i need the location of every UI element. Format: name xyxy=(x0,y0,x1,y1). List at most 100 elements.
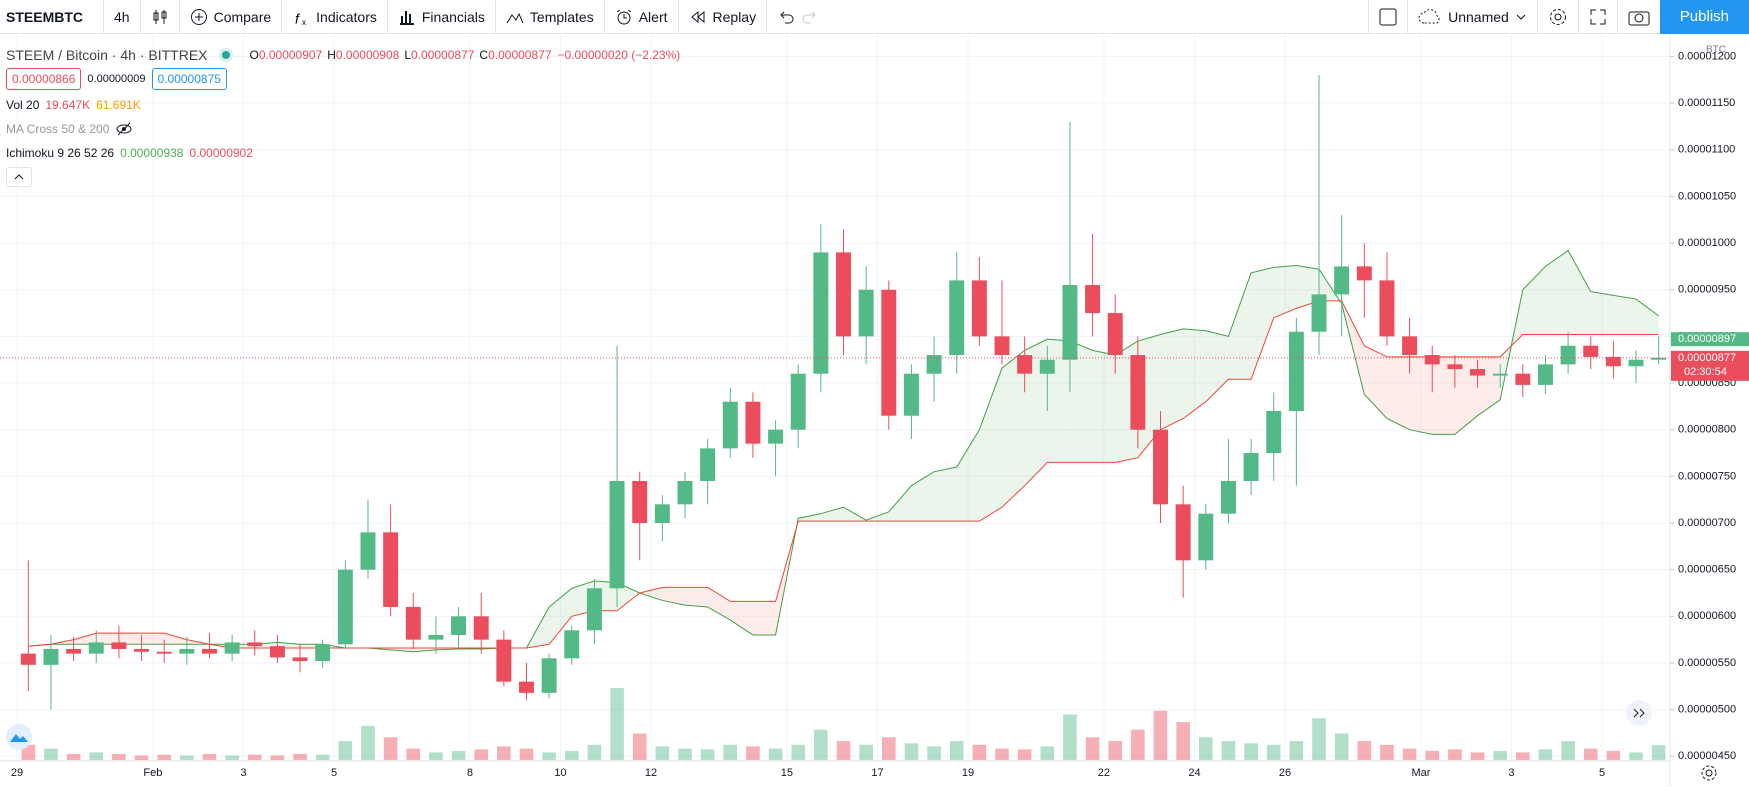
symbol[interactable]: STEEMBTC xyxy=(0,0,104,34)
price-marker xyxy=(1671,332,1749,347)
x-tick-label: 29 xyxy=(11,767,23,779)
volume-bar xyxy=(247,754,262,760)
y-tick-label: 0.00000550 xyxy=(1678,657,1736,669)
label: Unnamed xyxy=(1448,8,1509,25)
candle-body xyxy=(858,289,874,337)
cloud-segment xyxy=(639,587,663,601)
ohlc-label: H xyxy=(327,48,336,62)
cloud-segment xyxy=(1024,339,1048,486)
candle-body xyxy=(1605,356,1621,367)
x-tick-label: Feb xyxy=(143,767,162,779)
cloud-segment xyxy=(956,429,980,522)
bid[interactable]: 0.00000866 xyxy=(6,68,82,90)
volume-bar xyxy=(180,755,194,760)
candle-body xyxy=(88,642,104,654)
volume-bar xyxy=(587,744,602,760)
y-tick-label: 0.00000700 xyxy=(1678,517,1736,529)
candle-body xyxy=(383,532,399,607)
indicators[interactable]: f x Indicators xyxy=(282,0,388,34)
y-tick-label: 0.00000650 xyxy=(1678,564,1736,576)
cloud-segment xyxy=(1251,267,1274,380)
study-value: 0.00000938 xyxy=(120,146,184,160)
ask[interactable]: 0.00000875 xyxy=(151,68,227,90)
cloud-segment xyxy=(820,507,844,522)
chart-style[interactable] xyxy=(141,0,180,34)
volume-bar xyxy=(927,746,941,760)
redo[interactable] xyxy=(801,8,819,26)
volume-bar xyxy=(89,752,104,760)
cloud-segment xyxy=(684,587,708,607)
volume-bar xyxy=(700,749,715,760)
volume-bar xyxy=(451,750,466,760)
cloud-segment xyxy=(1522,266,1546,335)
interval[interactable]: 4h xyxy=(104,0,141,34)
cloud-segment xyxy=(911,471,935,522)
undo[interactable] xyxy=(767,0,829,34)
x-tick-label: 19 xyxy=(962,767,974,779)
cloud-segment xyxy=(1636,299,1659,335)
legend: STEEM / Bitcoin · 4h · BITTREX O0.000009… xyxy=(6,43,680,187)
volume-bar xyxy=(1606,750,1621,760)
cloud-segment xyxy=(1568,250,1591,335)
candle-body xyxy=(269,646,285,658)
volume-bar xyxy=(293,753,307,760)
layout[interactable]: Unnamed xyxy=(1407,0,1537,34)
replay[interactable]: Replay xyxy=(679,0,768,34)
candle-body xyxy=(1243,453,1259,482)
volume-bar xyxy=(610,688,624,760)
status-dot xyxy=(221,51,230,59)
cloud-segment xyxy=(1364,345,1387,419)
cloud-segment xyxy=(1228,272,1252,380)
ohlc-item: O0.00000907 xyxy=(250,48,323,62)
price-marker-label: 0.00000897 xyxy=(1678,333,1736,345)
hidden-icon[interactable] xyxy=(115,122,133,136)
y-tick-label: 0.00000450 xyxy=(1678,750,1736,762)
volume-bar xyxy=(678,748,692,760)
scroll-button[interactable] xyxy=(1626,700,1652,726)
spread: 0.00000009 xyxy=(87,73,146,85)
cloud-segment xyxy=(1183,328,1206,419)
settings[interactable] xyxy=(1536,0,1578,34)
y-tick-label: 0.00000600 xyxy=(1678,610,1736,622)
cloud-segment xyxy=(96,633,119,645)
collapse-button[interactable] xyxy=(6,167,32,187)
grid xyxy=(0,35,1670,760)
publish-button[interactable]: Publish xyxy=(1659,0,1749,34)
ohlc-item: C0.00000877 xyxy=(479,48,551,62)
price-marker-label: 0.00000877 xyxy=(1678,352,1736,364)
candle-body xyxy=(632,481,648,523)
alert[interactable]: Alert xyxy=(605,0,679,34)
candle-body xyxy=(1266,411,1282,454)
volume-bar xyxy=(1402,748,1417,760)
volume-bar xyxy=(1334,733,1349,760)
y-tick-label: 0.00001150 xyxy=(1678,97,1735,109)
candle-body xyxy=(790,373,806,430)
logo[interactable] xyxy=(6,724,32,750)
volume-bar xyxy=(429,752,443,760)
volume-bar xyxy=(315,754,330,760)
compare[interactable]: Compare xyxy=(180,0,283,34)
axis-settings[interactable] xyxy=(1700,764,1718,787)
candle-body xyxy=(564,630,580,659)
cloud-segment xyxy=(730,601,753,635)
candle-body xyxy=(768,429,784,444)
quote-row: 0.00000866 0.00000009 0.00000875 xyxy=(6,67,680,91)
candle-body xyxy=(903,373,919,416)
x-tick-label: 8 xyxy=(467,767,473,779)
cloud-segment xyxy=(1590,291,1614,335)
select[interactable] xyxy=(1368,0,1407,34)
snapshot[interactable] xyxy=(1616,0,1660,34)
templates[interactable]: Templates xyxy=(496,0,605,34)
candle-body xyxy=(700,448,716,482)
fullscreen[interactable] xyxy=(1577,0,1617,34)
ohlc-value: 0.00000908 xyxy=(335,48,400,62)
financials[interactable]: Financials xyxy=(388,0,496,34)
y-tick-label: 0.00001050 xyxy=(1678,190,1736,202)
cloud-segment xyxy=(979,368,1003,522)
candle-body xyxy=(1085,285,1101,314)
candle-body xyxy=(451,616,467,635)
volume-bar xyxy=(157,754,171,760)
toolbar: STEEMBTC 4h Compare f x Indicators Financi… xyxy=(0,0,1749,34)
cloud-segment xyxy=(73,633,97,645)
candle-body xyxy=(1311,294,1327,332)
